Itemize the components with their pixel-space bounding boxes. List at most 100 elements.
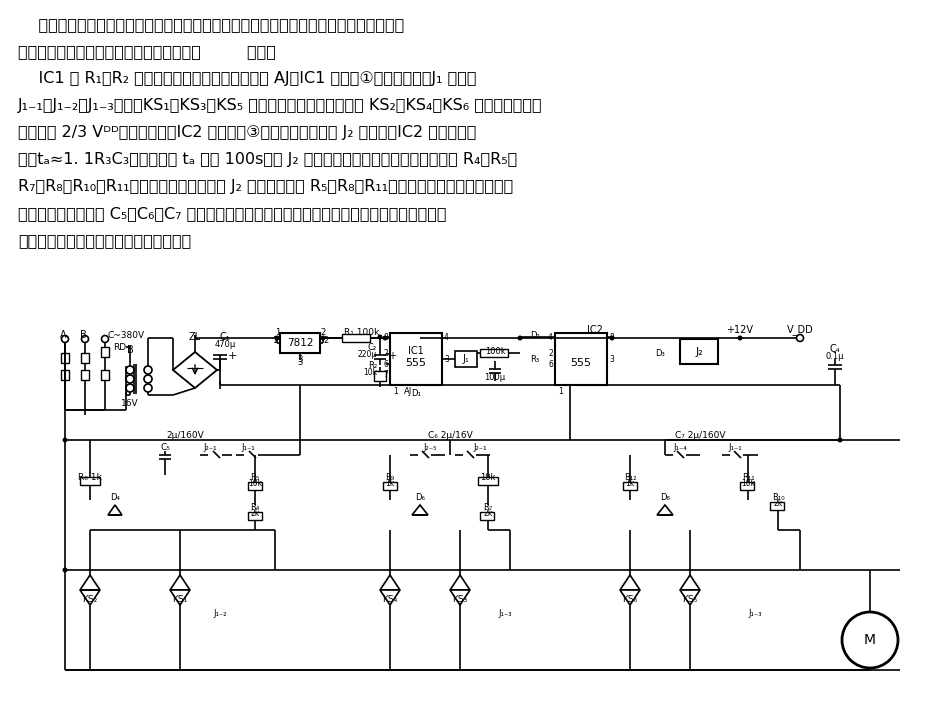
Polygon shape bbox=[80, 590, 100, 605]
Text: KS₁: KS₁ bbox=[172, 595, 187, 605]
Text: D₄: D₄ bbox=[110, 492, 120, 502]
Text: R₄: R₄ bbox=[251, 502, 260, 512]
Bar bbox=[280, 333, 320, 353]
Text: D₈: D₈ bbox=[660, 492, 670, 502]
Text: R₁₂: R₁₂ bbox=[624, 473, 637, 481]
Polygon shape bbox=[620, 575, 640, 590]
Text: J₁₋₁、J₁₋₂、J₁₋₃闭合，KS₁、KS₃、KS₅ 分别被触发导通，继而又使 KS₂、KS₄、KS₆ 导通，三相电源: J₁₋₁、J₁₋₂、J₁₋₃闭合，KS₁、KS₃、KS₅ 分别被触发导通，继而又… bbox=[18, 98, 542, 113]
Text: B: B bbox=[79, 330, 87, 340]
Text: V_DD: V_DD bbox=[787, 325, 814, 336]
Bar bbox=[101, 347, 109, 357]
Text: 1k: 1k bbox=[625, 479, 635, 489]
Polygon shape bbox=[450, 590, 470, 605]
Polygon shape bbox=[380, 575, 400, 590]
Text: +: + bbox=[228, 351, 238, 361]
Text: 555: 555 bbox=[570, 358, 592, 368]
Bar bbox=[248, 512, 262, 520]
Bar bbox=[81, 370, 89, 380]
Text: 2: 2 bbox=[548, 349, 553, 358]
Text: 10k: 10k bbox=[480, 473, 496, 481]
Bar bbox=[342, 334, 370, 342]
Text: IC1: IC1 bbox=[408, 347, 424, 356]
Text: 3: 3 bbox=[609, 355, 614, 363]
Bar bbox=[770, 502, 784, 510]
Polygon shape bbox=[80, 575, 100, 590]
Polygon shape bbox=[108, 505, 122, 515]
Text: C₄: C₄ bbox=[829, 344, 841, 354]
Text: D₂: D₂ bbox=[530, 331, 540, 339]
Circle shape bbox=[126, 384, 134, 392]
Text: 6: 6 bbox=[383, 360, 388, 369]
Bar bbox=[61, 353, 69, 363]
Text: 2: 2 bbox=[323, 336, 328, 344]
Text: 10k: 10k bbox=[741, 479, 755, 489]
Circle shape bbox=[144, 375, 152, 383]
Text: C₆ 2μ/16V: C₆ 2μ/16V bbox=[428, 431, 473, 439]
Polygon shape bbox=[680, 590, 700, 605]
Bar bbox=[61, 370, 69, 380]
Text: 2k: 2k bbox=[251, 510, 260, 518]
Bar bbox=[374, 371, 386, 381]
Text: J₂₋₁: J₂₋₁ bbox=[473, 442, 487, 452]
Text: +12V: +12V bbox=[727, 325, 753, 335]
Text: D₁: D₁ bbox=[411, 389, 421, 397]
Text: R₆ 1k: R₆ 1k bbox=[78, 473, 102, 481]
Circle shape bbox=[797, 334, 803, 341]
Text: 4: 4 bbox=[548, 333, 553, 341]
Text: R₁ 100k: R₁ 100k bbox=[345, 328, 379, 336]
Text: KS₂: KS₂ bbox=[82, 595, 98, 605]
Text: J₂₋₁: J₂₋₁ bbox=[203, 442, 217, 452]
Bar bbox=[390, 333, 442, 385]
Text: R₁₁: R₁₁ bbox=[742, 473, 754, 481]
Text: M: M bbox=[864, 633, 876, 647]
Text: 0.1μ: 0.1μ bbox=[826, 352, 844, 360]
Polygon shape bbox=[657, 505, 673, 515]
Text: 10k: 10k bbox=[248, 479, 262, 489]
Text: AJ: AJ bbox=[404, 387, 412, 396]
Bar bbox=[80, 477, 100, 485]
Text: KS₆: KS₆ bbox=[623, 595, 637, 605]
Text: 2: 2 bbox=[383, 349, 388, 358]
Text: 7812: 7812 bbox=[287, 338, 313, 348]
Text: 触发电流加大，同时 C₅、C₆、C₇ 开路，无充电延时时间，使双向可控硬基本全开通，输出电压: 触发电流加大，同时 C₅、C₆、C₇ 开路，无充电延时时间，使双向可控硬基本全开… bbox=[18, 206, 446, 221]
Text: 接近额定电源电压，电机进入正常运转。: 接近额定电源电压，电机进入正常运转。 bbox=[18, 233, 191, 248]
Text: ZL: ZL bbox=[189, 332, 201, 342]
Bar bbox=[623, 482, 637, 490]
Text: R₇: R₇ bbox=[484, 502, 493, 512]
Text: 电至高于 2/3 Vᴰᴰ阈值电平时，IC2 才复位，③脚为低电平。此时 J₂ 才动作。IC2 的延时时间: 电至高于 2/3 Vᴰᴰ阈值电平时，IC2 才复位，③脚为低电平。此时 J₂ 才… bbox=[18, 125, 476, 140]
Circle shape bbox=[62, 336, 68, 342]
Text: D₆: D₆ bbox=[415, 492, 425, 502]
Text: 3: 3 bbox=[297, 355, 303, 364]
Text: A: A bbox=[60, 330, 66, 340]
Circle shape bbox=[321, 336, 325, 341]
Bar bbox=[680, 339, 718, 364]
Circle shape bbox=[62, 568, 67, 573]
Text: 6: 6 bbox=[548, 360, 553, 369]
Circle shape bbox=[737, 336, 743, 341]
Text: 为：tₐ≈1. 1R₃C₃，图示参数 tₐ 约为 100s。在 J₂ 动作前，由于三相电路中分别串联了 R₄、R₅、: 为：tₐ≈1. 1R₃C₃，图示参数 tₐ 约为 100s。在 J₂ 动作前，由… bbox=[18, 152, 517, 167]
Polygon shape bbox=[680, 575, 700, 590]
Text: 3: 3 bbox=[297, 357, 303, 367]
Circle shape bbox=[842, 612, 898, 668]
Text: IC1 和 R₁、R₂ 等组成单稳态触发电路。按一下 AJ，IC1 置位，①脚为高电平，J₁ 吸合，: IC1 和 R₁、R₂ 等组成单稳态触发电路。按一下 AJ，IC1 置位，①脚为… bbox=[18, 71, 476, 86]
Bar bbox=[740, 482, 754, 490]
Bar bbox=[480, 349, 508, 357]
Text: J₁₋₁: J₁₋₁ bbox=[728, 442, 742, 452]
Circle shape bbox=[144, 366, 152, 374]
Text: D₃: D₃ bbox=[655, 349, 665, 358]
Text: R₉: R₉ bbox=[385, 473, 394, 481]
Text: 100μ: 100μ bbox=[485, 373, 505, 381]
Text: J₁₋₃: J₁₋₃ bbox=[748, 608, 761, 618]
Text: C₂: C₂ bbox=[368, 342, 377, 352]
Text: C₇ 2μ/160V: C₇ 2μ/160V bbox=[675, 431, 725, 439]
Bar bbox=[81, 353, 89, 363]
Text: 3: 3 bbox=[444, 355, 449, 363]
Circle shape bbox=[382, 336, 388, 341]
Text: J₂₋₅: J₂₋₅ bbox=[423, 442, 437, 452]
Text: R₁₀: R₁₀ bbox=[772, 492, 785, 502]
Text: 16V: 16V bbox=[121, 399, 139, 407]
Bar bbox=[248, 482, 262, 490]
Text: 7: 7 bbox=[383, 370, 388, 379]
Text: 10k: 10k bbox=[363, 368, 377, 376]
Text: C₁: C₁ bbox=[220, 332, 230, 342]
